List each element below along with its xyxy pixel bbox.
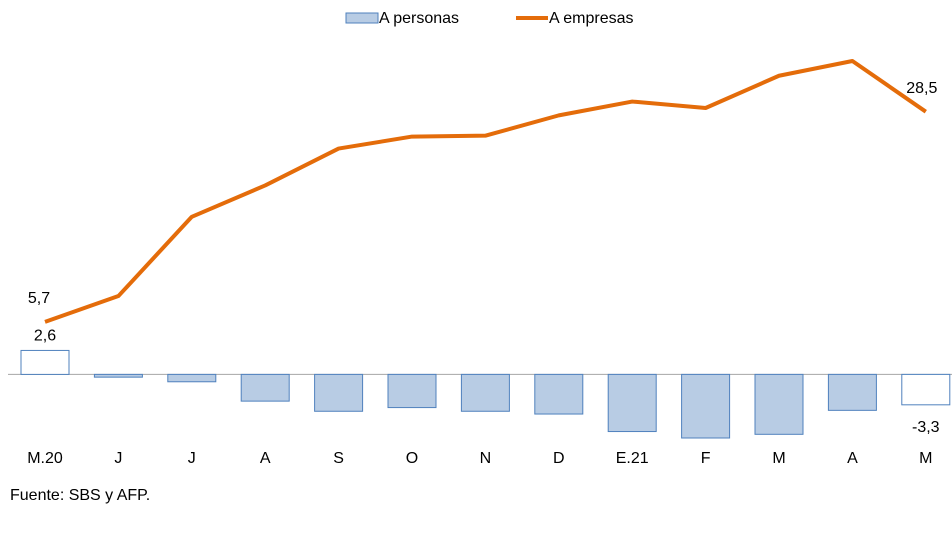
x-tick-label: J (188, 450, 196, 467)
source-note: Fuente: SBS y AFP. (10, 487, 150, 504)
bar-value-label: 2,6 (34, 328, 56, 345)
bar (167, 373, 217, 383)
legend-label: A empresas (549, 10, 633, 27)
legend-label: A personas (379, 10, 459, 27)
x-tick-label: D (553, 450, 565, 467)
bar (314, 373, 364, 412)
bar (20, 349, 70, 375)
x-tick-label: O (406, 450, 418, 467)
bar (901, 373, 951, 406)
bar (240, 373, 290, 402)
x-tick-label: J (114, 450, 122, 467)
line (44, 59, 927, 324)
legend-swatch (345, 12, 379, 24)
x-tick-label: M (919, 450, 932, 467)
bar (607, 373, 657, 433)
x-tick-label: A (260, 450, 271, 467)
bar (754, 373, 804, 435)
line-value-label: 5,7 (28, 290, 50, 307)
line-value-label: 28,5 (906, 80, 937, 97)
bar (460, 373, 510, 412)
bar-value-label: -3,3 (912, 419, 940, 436)
x-tick-label: M.20 (27, 450, 63, 467)
x-tick-label: A (847, 450, 858, 467)
bar (387, 373, 437, 409)
x-tick-label: E.21 (616, 450, 649, 467)
bar (93, 373, 143, 378)
bar (827, 373, 877, 411)
bar (681, 373, 731, 439)
x-tick-label: S (333, 450, 344, 467)
x-tick-label: F (701, 450, 711, 467)
bar (534, 373, 584, 415)
x-tick-label: M (772, 450, 785, 467)
x-tick-label: N (480, 450, 492, 467)
